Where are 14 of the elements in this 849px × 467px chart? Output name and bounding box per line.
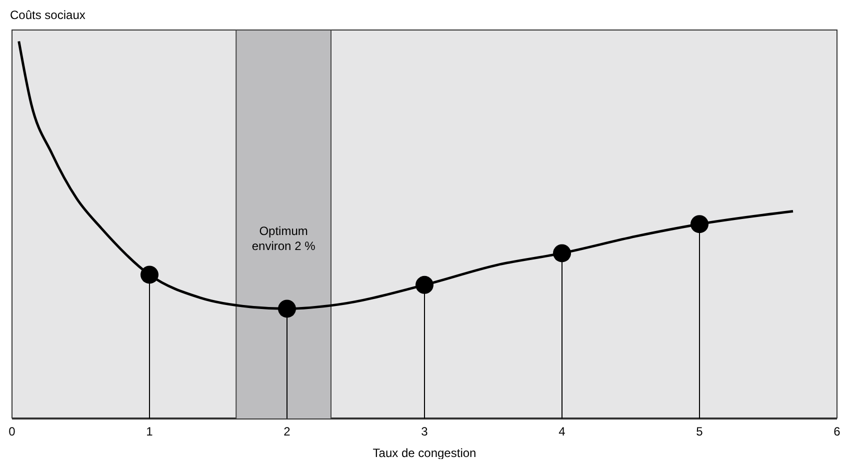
x-tick-label: 1 xyxy=(146,424,154,439)
x-tick-label: 0 xyxy=(8,424,16,439)
y-axis-title: Coûts sociaux xyxy=(10,8,86,22)
band-label: Optimum environ 2 % xyxy=(252,224,316,253)
x-tick-label: 2 xyxy=(284,424,291,439)
x-tick-label: 4 xyxy=(558,424,566,439)
point xyxy=(416,276,434,294)
point xyxy=(690,215,708,234)
x-tick-label: 5 xyxy=(696,424,704,439)
x-tick-label: 3 xyxy=(421,424,428,439)
x-tick-label: 6 xyxy=(834,424,841,439)
point xyxy=(553,244,571,262)
point xyxy=(278,300,296,318)
point xyxy=(140,266,158,284)
